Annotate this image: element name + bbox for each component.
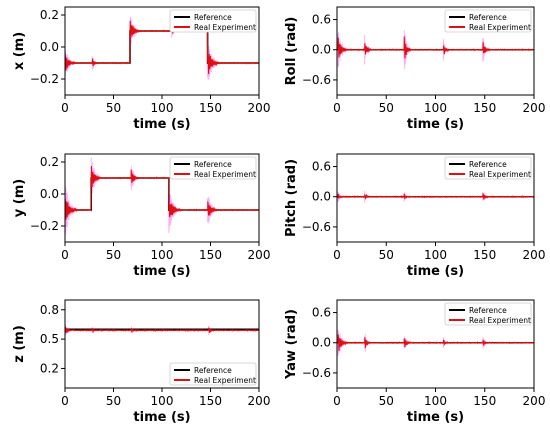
legend-box [169,156,257,180]
legend-entry-label: Real Experiment [194,376,256,385]
legend-entry-label: Reference [194,13,232,22]
y-axis-label: x (m) [12,32,27,70]
x-tick-label: 150 [199,248,222,262]
y-tick-label: 0.0 [312,43,331,57]
series-real-experiment-line [64,20,260,74]
y-tick-label: 0.0 [312,190,331,204]
x-axis-label: time (s) [133,410,190,425]
x-tick-label: 50 [379,101,394,115]
x-tick-label: 100 [424,101,447,115]
x-tick-label: 0 [61,394,69,408]
x-tick-label: 100 [151,394,174,408]
x-tick-label: 0 [333,101,341,115]
y-tick-label: 0.6 [312,13,331,27]
series-real-experiment-line [336,36,535,59]
x-tick-label: 200 [248,248,271,262]
x-tick-label: 200 [248,101,271,115]
x-tick-label: 150 [473,101,496,115]
y-tick-label: 0.2 [40,8,59,22]
series-real-experiment-line [336,334,535,352]
y-tick-label: 0.6 [312,160,331,174]
x-axis-label: time (s) [133,117,190,132]
x-tick-label: 0 [61,248,69,262]
panel-pitch: 0 50 100 150 200 −0.6 0.0 0.6 time (s) Pitch (rad… [284,153,546,279]
y-tick-label: −0.2 [30,219,59,233]
y-tick-label: 0.0 [40,187,59,201]
x-tick-label: 0 [61,101,69,115]
legend-entry-label: Real Experiment [194,170,256,179]
y-tick-label: 0.0 [312,336,331,350]
x-tick-label: 150 [199,101,222,115]
y-axis-label: Roll (rad) [284,17,299,86]
y-tick-label: −0.6 [302,73,331,87]
x-tick-label: 150 [199,394,222,408]
x-tick-label: 100 [151,101,174,115]
x-tick-label: 200 [523,248,546,262]
x-tick-label: 0 [333,394,341,408]
y-axis-label: Pitch (rad) [284,159,299,237]
panel-roll: 0 50 100 150 200 −0.6 0.0 0.6 time (s) Roll (rad)… [284,6,546,132]
y-tick-label: 0.6 [312,306,331,320]
x-tick-label: 50 [106,101,121,115]
legend-box [444,302,532,326]
y-tick-label: 0.2 [40,361,59,375]
y-tick-label: 0.0 [40,40,59,54]
x-tick-label: 50 [106,394,121,408]
legend-entry-label: Real Experiment [194,23,256,32]
x-tick-label: 0 [333,248,341,262]
panel-y: 0 50 100 150 200 −0.2 0.0 0.2 time (s) y (m) Refer… [12,153,271,279]
panel-yaw: 0 50 100 150 200 −0.6 0.0 0.6 time (s) Yaw (rad) R… [284,299,546,425]
legend-box [169,362,257,386]
y-tick-label: −0.6 [302,220,331,234]
x-tick-label: 200 [523,101,546,115]
y-axis-label: Yaw (rad) [284,309,299,380]
x-axis-label: time (s) [133,264,190,279]
x-tick-label: 150 [473,248,496,262]
x-tick-label: 150 [473,394,496,408]
x-axis-label: time (s) [407,264,464,279]
legend-box [169,9,257,33]
y-tick-label: −0.6 [302,366,331,380]
x-tick-label: 50 [379,248,394,262]
x-tick-label: 100 [424,248,447,262]
legend-entry-label: Reference [194,160,232,169]
series-real-experiment-line [336,192,535,200]
x-tick-label: 200 [523,394,546,408]
y-tick-label: 0.5 [40,332,59,346]
legend-box [444,9,532,33]
legend-entry-label: Reference [194,366,232,375]
series-real-experiment-line [64,326,260,334]
x-tick-label: 50 [106,248,121,262]
legend-box [444,156,532,180]
panel-z: 0 50 100 150 200 0.2 0.5 0.8 time (s) z (m) Refere… [12,299,271,425]
x-tick-label: 200 [248,394,271,408]
x-axis-label: time (s) [407,117,464,132]
legend-entry-label: Reference [469,13,507,22]
legend-entry-label: Real Experiment [469,170,531,179]
y-axis-label: y (m) [12,179,27,217]
x-axis-label: time (s) [407,410,464,425]
y-tick-label: 0.8 [40,303,59,317]
y-tick-label: 0.2 [40,155,59,169]
y-axis-label: z (m) [12,325,27,363]
legend-entry-label: Real Experiment [469,23,531,32]
y-tick-label: −0.2 [30,72,59,86]
legend-entry-label: Real Experiment [469,316,531,325]
panel-x: 0 50 100 150 200 −0.2 0.0 0.2 time (s) x (m) Refer… [12,6,271,132]
x-tick-label: 100 [424,394,447,408]
legend-entry-label: Reference [469,306,507,315]
series-real-experiment-line [64,166,260,220]
legend-entry-label: Reference [469,160,507,169]
x-tick-label: 50 [379,394,394,408]
x-tick-label: 100 [151,248,174,262]
